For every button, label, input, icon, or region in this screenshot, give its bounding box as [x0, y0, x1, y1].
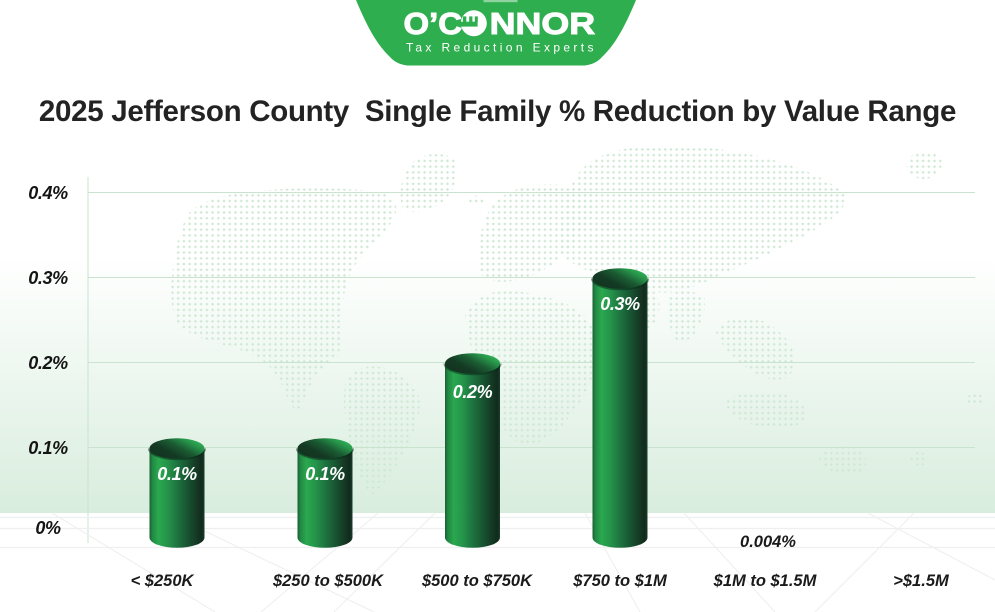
- svg-text:Tax Reduction Experts: Tax Reduction Experts: [406, 40, 597, 54]
- svg-text:NNOR: NNOR: [490, 6, 595, 41]
- svg-text:O’C: O’C: [404, 6, 463, 41]
